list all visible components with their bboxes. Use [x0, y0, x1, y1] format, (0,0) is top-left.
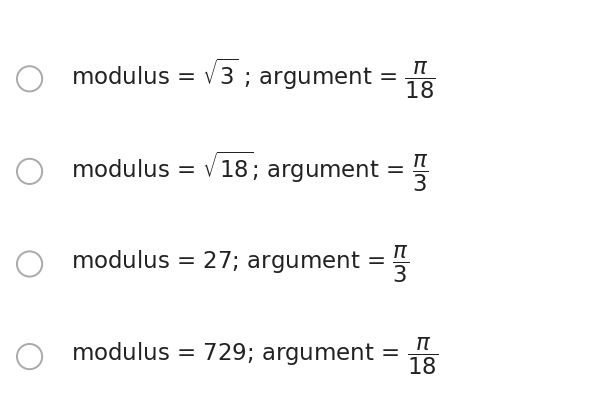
Text: modulus = $\sqrt{18}$; argument = $\dfrac{\pi}{3}$: modulus = $\sqrt{18}$; argument = $\dfra…	[71, 149, 429, 193]
Text: modulus = 27; argument = $\dfrac{\pi}{3}$: modulus = 27; argument = $\dfrac{\pi}{3}…	[71, 243, 409, 284]
Text: modulus = 729; argument = $\dfrac{\pi}{18}$: modulus = 729; argument = $\dfrac{\pi}{1…	[71, 336, 438, 377]
Text: modulus = $\sqrt{3}$ ; argument = $\dfrac{\pi}{18}$: modulus = $\sqrt{3}$ ; argument = $\dfra…	[71, 57, 436, 101]
